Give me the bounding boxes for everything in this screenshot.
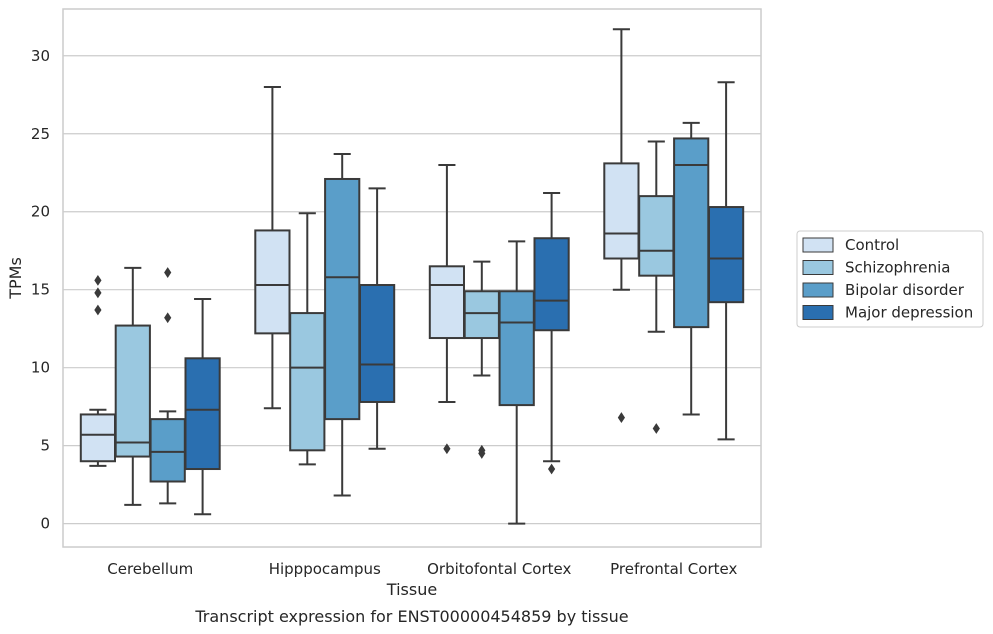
outlier-point	[164, 267, 172, 278]
x-tick-label: Orbitofontal Cortex	[427, 560, 571, 578]
box-body	[463, 290, 500, 340]
box-bipolar-disorder	[498, 240, 535, 525]
y-axis-ticks: 0 5 10 15 20 25 30	[31, 47, 50, 533]
legend-swatch	[802, 282, 834, 298]
box-bipolar-disorder	[324, 153, 361, 497]
box-bipolar-disorder	[149, 267, 186, 505]
legend-label: Major depression	[845, 304, 973, 322]
legend-frame	[796, 230, 984, 328]
box-body	[324, 177, 361, 421]
box-body	[289, 312, 326, 452]
outlier-point	[94, 287, 102, 299]
box-major-depression	[533, 192, 570, 475]
box-body	[114, 324, 151, 458]
box-body	[149, 418, 186, 483]
legend: Control Schizophrenia Bipolar disorder Majo…	[796, 230, 984, 328]
legend-label: Control	[845, 236, 899, 254]
box-major-depression	[707, 81, 745, 441]
outlier-point	[94, 274, 102, 286]
box-control	[79, 274, 117, 467]
y-tick-label: 10	[31, 359, 50, 377]
outlier-point	[548, 463, 556, 475]
box-body	[254, 229, 291, 335]
outlier-point	[617, 412, 625, 423]
x-tick-label: Hipppocampus	[269, 560, 381, 578]
box-control	[428, 163, 466, 455]
box-major-depression	[184, 298, 221, 516]
outlier-point	[443, 443, 451, 455]
chart-caption: Transcript expression for ENST0000045485…	[194, 607, 628, 626]
x-tick-label: Prefrontal Cortex	[610, 560, 737, 578]
y-tick-label: 15	[31, 281, 50, 299]
box-body	[533, 237, 570, 332]
y-tick-label: 25	[31, 125, 50, 143]
box-body	[673, 137, 710, 329]
outlier-point	[478, 448, 486, 459]
box-body	[638, 195, 675, 277]
box-schizophrenia	[463, 260, 500, 459]
y-axis-label: TPMs	[6, 257, 25, 300]
box-body	[707, 206, 745, 304]
legend-swatch	[802, 237, 834, 253]
box-schizophrenia	[114, 266, 151, 506]
box-body	[428, 265, 466, 340]
y-tick-label: 20	[31, 203, 50, 221]
x-axis-label: Tissue	[386, 580, 437, 599]
boxes	[79, 28, 745, 525]
legend-swatch	[802, 260, 834, 275]
box-body	[79, 413, 117, 463]
outlier-point	[164, 312, 172, 324]
legend-label: Schizophrenia	[845, 259, 950, 277]
box-bipolar-disorder	[673, 121, 710, 416]
box-control	[603, 28, 640, 423]
box-major-depression	[358, 187, 396, 450]
legend-label: Bipolar disorder	[845, 281, 965, 299]
x-axis-ticks: Cerebellum Hipppocampus Orbitofontal Corte…	[107, 560, 737, 578]
box-body	[358, 284, 396, 403]
x-tick-label: Cerebellum	[107, 560, 193, 578]
outlier-point	[94, 304, 102, 316]
outlier-point	[652, 423, 660, 434]
legend-swatch	[802, 305, 834, 320]
box-body	[603, 162, 640, 260]
y-tick-label: 5	[40, 437, 50, 455]
y-tick-label: 30	[31, 47, 50, 65]
y-tick-label: 0	[40, 515, 50, 533]
box-body	[498, 290, 535, 407]
box-control	[254, 85, 291, 410]
box-body	[184, 357, 221, 471]
